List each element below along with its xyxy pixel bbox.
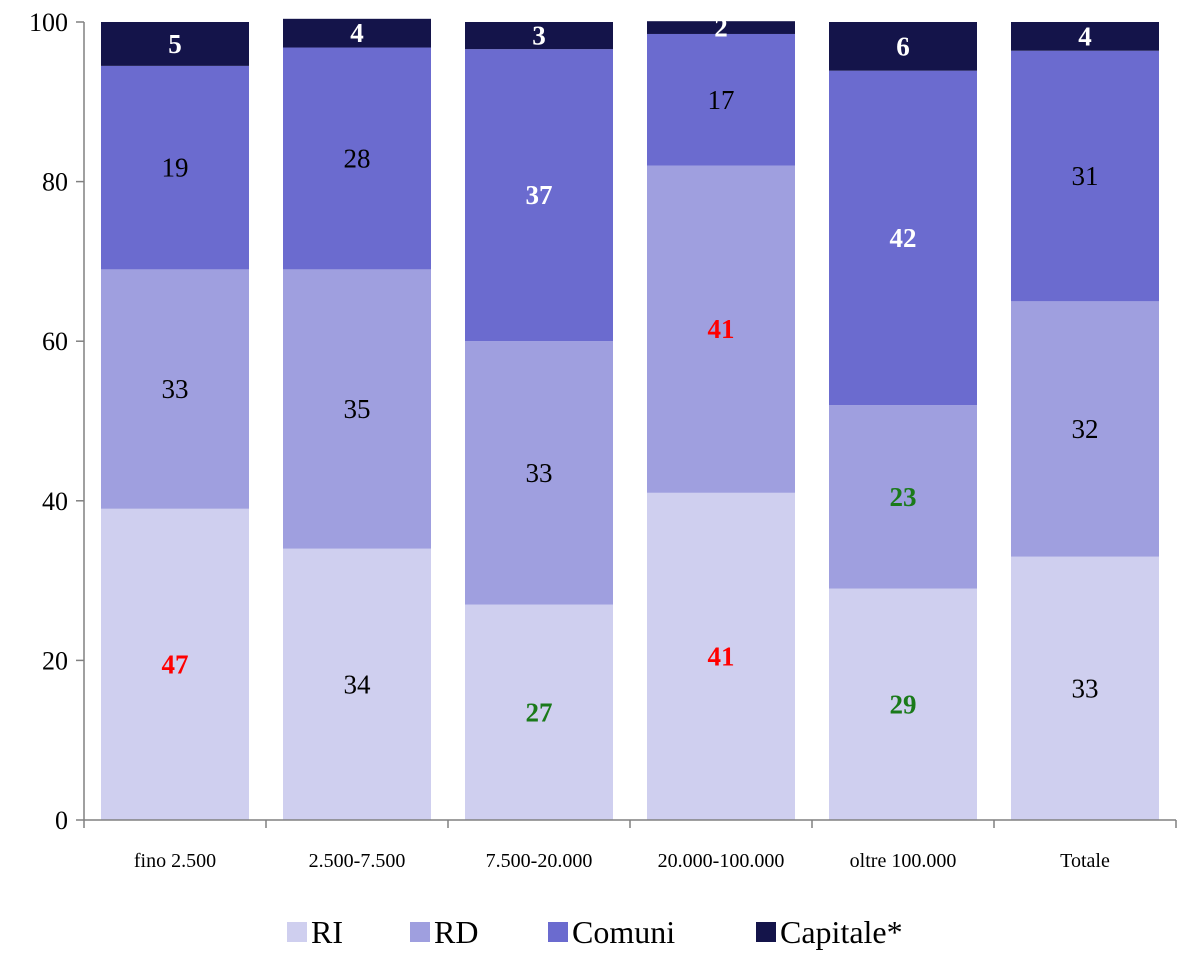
bar-comuni-0 — [101, 65, 249, 270]
y-tick-label-0: 0 — [55, 806, 68, 835]
legend-label-rd: RD — [434, 914, 478, 950]
bar-rd-0 — [101, 269, 249, 509]
bar-comuni-1 — [283, 47, 431, 270]
y-tick-label-100: 100 — [29, 8, 68, 37]
legend: RI RD Comuni Capitale* — [287, 914, 903, 950]
bar-capitale-0 — [101, 22, 249, 66]
data-label-capitale-0: 5 — [168, 29, 182, 59]
bar-capitale-3 — [647, 21, 795, 34]
bar-comuni-4 — [829, 70, 977, 406]
bar-capitale-1 — [283, 18, 431, 48]
bar-ri-4 — [829, 588, 977, 820]
legend-label-ri: RI — [311, 914, 343, 950]
y-tick-label-20: 20 — [42, 646, 68, 675]
data-label-comuni-5: 31 — [1072, 161, 1099, 191]
bar-rd-5 — [1011, 301, 1159, 557]
data-label-capitale-1: 4 — [350, 18, 364, 48]
data-label-comuni-2: 37 — [526, 180, 553, 210]
x-tick-label-1: 2.500-7.500 — [309, 850, 406, 872]
y-tick-label-40: 40 — [42, 487, 68, 516]
bar-capitale-5 — [1011, 22, 1159, 51]
x-tick-label-3: 20.000-100.000 — [658, 850, 785, 872]
bar-ri-1 — [283, 548, 431, 820]
bar-rd-3 — [647, 165, 795, 493]
data-label-comuni-1: 28 — [344, 143, 371, 173]
data-label-ri-4: 29 — [890, 689, 917, 719]
data-label-capitale-5: 4 — [1078, 21, 1092, 51]
bar-capitale-4 — [829, 22, 977, 71]
data-label-capitale-2: 3 — [532, 21, 546, 51]
data-label-rd-5: 32 — [1072, 414, 1099, 444]
bar-capitale-2 — [465, 22, 613, 50]
data-label-comuni-0: 19 — [162, 153, 189, 183]
bar-rd-1 — [283, 269, 431, 549]
legend-label-capitale: Capitale* — [780, 914, 903, 950]
x-tick-label-5: Totale — [1060, 850, 1110, 872]
data-label-rd-2: 33 — [526, 458, 553, 488]
bar-rd-2 — [465, 341, 613, 605]
plot-area: 47 33 19 5 34 35 28 4 27 33 37 3 41 41 17 2 29 23 42 6 33 32 3… — [101, 13, 1159, 820]
x-tick-label-2: 7.500-20.000 — [486, 850, 593, 872]
legend-label-comuni: Comuni — [572, 914, 675, 950]
bar-rd-4 — [829, 405, 977, 589]
bar-ri-0 — [101, 508, 249, 820]
legend-swatch-capitale — [756, 922, 776, 942]
bar-comuni-3 — [647, 33, 795, 166]
data-label-ri-3: 41 — [708, 641, 735, 671]
axes: 0 20 40 60 80 100 fino 2.500 2.500-7.500 7.500-2… — [29, 8, 1177, 872]
data-label-rd-1: 35 — [344, 394, 371, 424]
bar-ri-2 — [465, 604, 613, 820]
y-tick-label-80: 80 — [42, 168, 68, 197]
data-label-comuni-3: 17 — [708, 85, 735, 115]
legend-swatch-rd — [410, 922, 430, 942]
bar-comuni-5 — [1011, 50, 1159, 302]
data-label-rd-4: 23 — [890, 482, 917, 512]
data-label-ri-0: 47 — [162, 649, 189, 679]
legend-swatch-comuni — [548, 922, 568, 942]
legend-swatch-ri — [287, 922, 307, 942]
data-label-ri-2: 27 — [526, 697, 553, 727]
data-label-ri-1: 34 — [344, 669, 372, 699]
data-label-comuni-4: 42 — [890, 223, 917, 253]
bar-ri-5 — [1011, 556, 1159, 820]
bar-ri-3 — [647, 492, 795, 820]
data-label-rd-0: 33 — [162, 374, 189, 404]
data-label-rd-3: 41 — [708, 314, 735, 344]
x-tick-label-4: oltre 100.000 — [850, 850, 957, 872]
y-tick-label-60: 60 — [42, 327, 68, 356]
data-label-capitale-3: 2 — [714, 13, 728, 43]
bar-comuni-2 — [465, 49, 613, 342]
data-label-ri-5: 33 — [1072, 673, 1099, 703]
x-tick-label-0: fino 2.500 — [134, 850, 216, 872]
data-label-capitale-4: 6 — [896, 31, 910, 61]
